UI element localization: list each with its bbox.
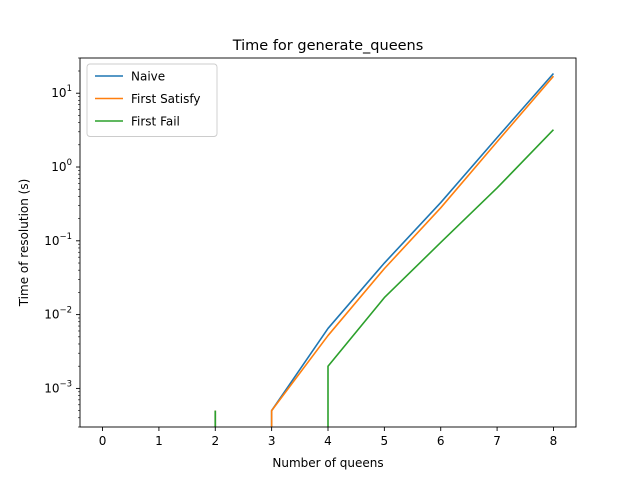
x-axis: 0 1 2 3 4 5 6 7 8: [99, 427, 558, 448]
x-axis-label: Number of queens: [272, 456, 383, 470]
legend: Naive First Satisfy First Fail: [86, 63, 218, 137]
y-tick-base: 10: [44, 234, 59, 248]
x-tick-label: 1: [155, 434, 163, 448]
chart-title: Time for generate_queens: [232, 38, 424, 54]
y-axis-label: Time of resolution (s): [17, 179, 31, 308]
y-tick-exponent: −2: [59, 306, 72, 316]
y-tick-label: 101: [51, 84, 72, 100]
x-tick-label: 3: [268, 434, 276, 448]
x-tick-label: 5: [381, 434, 389, 448]
y-tick-exponent: 0: [67, 158, 72, 168]
legend-label-naive: Naive: [131, 70, 165, 84]
series-line-first-satisfy: [214, 75, 555, 427]
series-layer: [214, 72, 555, 427]
y-tick-label: 10−2: [44, 306, 72, 322]
x-tick-label: 4: [324, 434, 332, 448]
y-tick-exponent: −3: [59, 379, 72, 389]
y-tick-exponent: 1: [67, 84, 72, 94]
x-tick-label: 6: [437, 434, 445, 448]
y-tick-label: 10−1: [44, 232, 72, 248]
legend-label-first-satisfy: First Satisfy: [131, 92, 200, 106]
x-tick-label: 7: [493, 434, 501, 448]
x-tick-label: 0: [99, 434, 107, 448]
y-tick-label: 100: [51, 158, 72, 174]
x-tick-label: 8: [550, 434, 558, 448]
x-tick-label: 2: [211, 434, 219, 448]
legend-box: [86, 63, 218, 137]
y-tick-base: 10: [44, 381, 59, 395]
series-line-naive: [214, 72, 555, 427]
y-tick-base: 10: [51, 86, 66, 100]
y-tick-base: 10: [51, 160, 66, 174]
y-tick-exponent: −1: [59, 232, 72, 242]
series-line-first-fail: [214, 129, 555, 427]
y-tick-base: 10: [44, 308, 59, 322]
legend-label-first-fail: First Fail: [131, 115, 180, 129]
y-tick-label: 10−3: [44, 379, 72, 395]
